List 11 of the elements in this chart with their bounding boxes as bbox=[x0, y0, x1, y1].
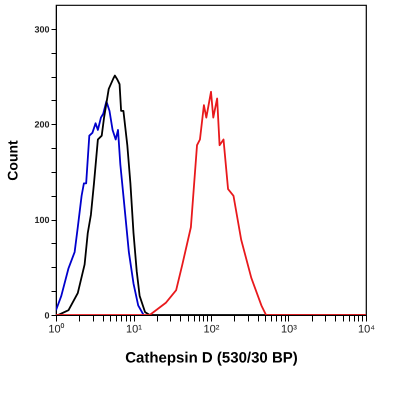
y-tick-label: 300 bbox=[34, 24, 50, 34]
x-tick-label: 10² bbox=[204, 324, 220, 336]
y-tick-label: 0 bbox=[44, 310, 50, 320]
y-tick-label: 200 bbox=[34, 120, 50, 130]
x-tick-label: 10³ bbox=[281, 324, 298, 336]
x-tick-label: 10⁴ bbox=[358, 324, 376, 336]
y-tick-label: 100 bbox=[34, 215, 50, 226]
y-axis-title: Count bbox=[4, 140, 20, 181]
x-tick-label: 10¹ bbox=[126, 324, 142, 336]
x-axis-title: Cathepsin D (530/30 BP) bbox=[125, 350, 298, 366]
x-tick-label: 10⁰ bbox=[48, 322, 65, 336]
